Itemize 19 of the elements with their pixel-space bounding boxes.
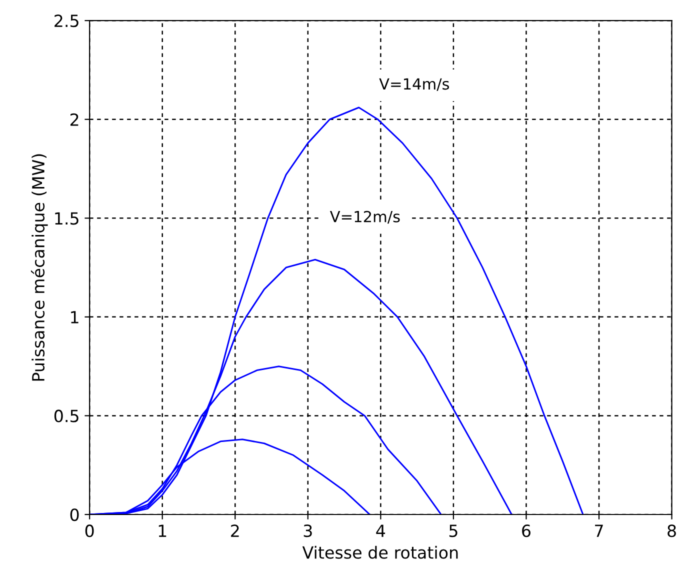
x-tick-label: 5 <box>449 524 458 538</box>
x-axis-title: Vitesse de rotation <box>302 546 458 559</box>
y-tick-label: 0.5 <box>54 410 78 422</box>
x-tick-label: 4 <box>376 524 386 537</box>
y-axis-title: Puissance mécanique (MW) <box>30 154 48 381</box>
x-tick-label: 6 <box>522 524 530 538</box>
x-tick-label: 1 <box>158 524 166 537</box>
x-tick-label: 3 <box>304 524 312 538</box>
x-tick-label: 7 <box>595 524 603 537</box>
text: V=12m/s <box>330 210 400 224</box>
y-tick-label: 1 <box>71 311 78 324</box>
x-tick-label: 0 <box>85 524 94 538</box>
series-label: V=14m/s <box>379 78 449 91</box>
x-tick-label: 2 <box>231 524 239 537</box>
x-tick-label: 8 <box>668 524 676 538</box>
y-tick-label: 0 <box>70 508 79 522</box>
y-tick-label: 2 <box>70 113 78 126</box>
y-tick-label: 1.5 <box>55 212 78 225</box>
y-tick-label: 2.5 <box>54 14 78 28</box>
